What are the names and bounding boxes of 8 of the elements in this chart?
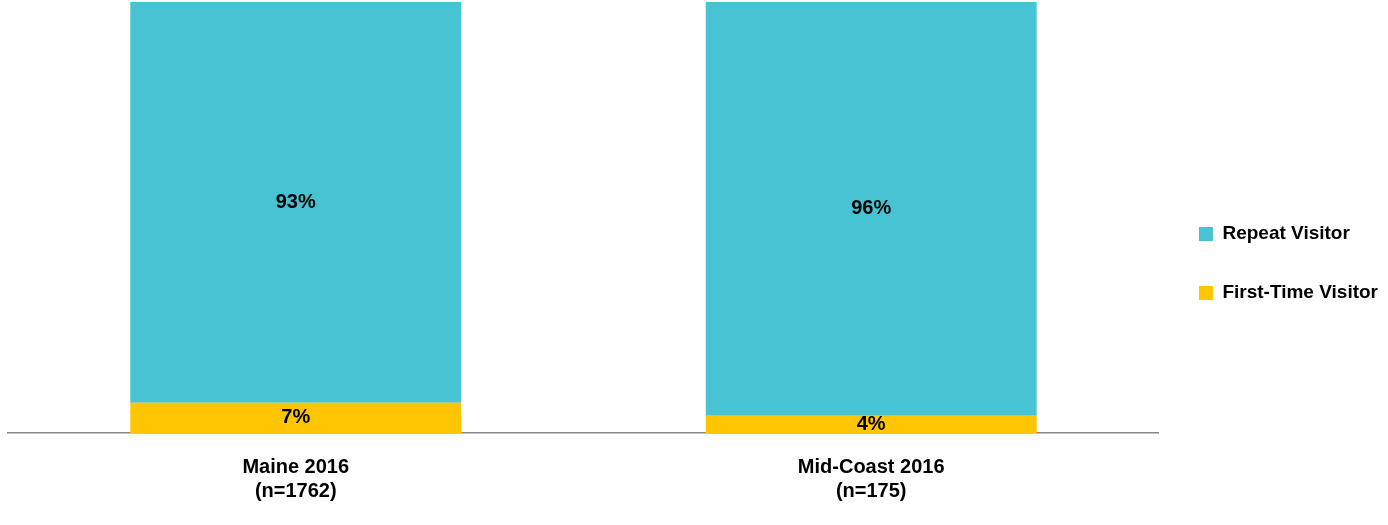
- legend-label: First-Time Visitor: [1222, 281, 1379, 303]
- data-label: 93%: [275, 189, 316, 212]
- data-label: 4%: [856, 411, 886, 434]
- x-tick-label: Maine 2016 (n=1762): [242, 454, 350, 501]
- x-tick-label: Mid-Coast 2016 (n=175): [797, 454, 945, 501]
- data-label: 96%: [851, 196, 892, 219]
- data-label: 7%: [281, 405, 311, 428]
- legend-label: Repeat Visitor: [1222, 222, 1351, 244]
